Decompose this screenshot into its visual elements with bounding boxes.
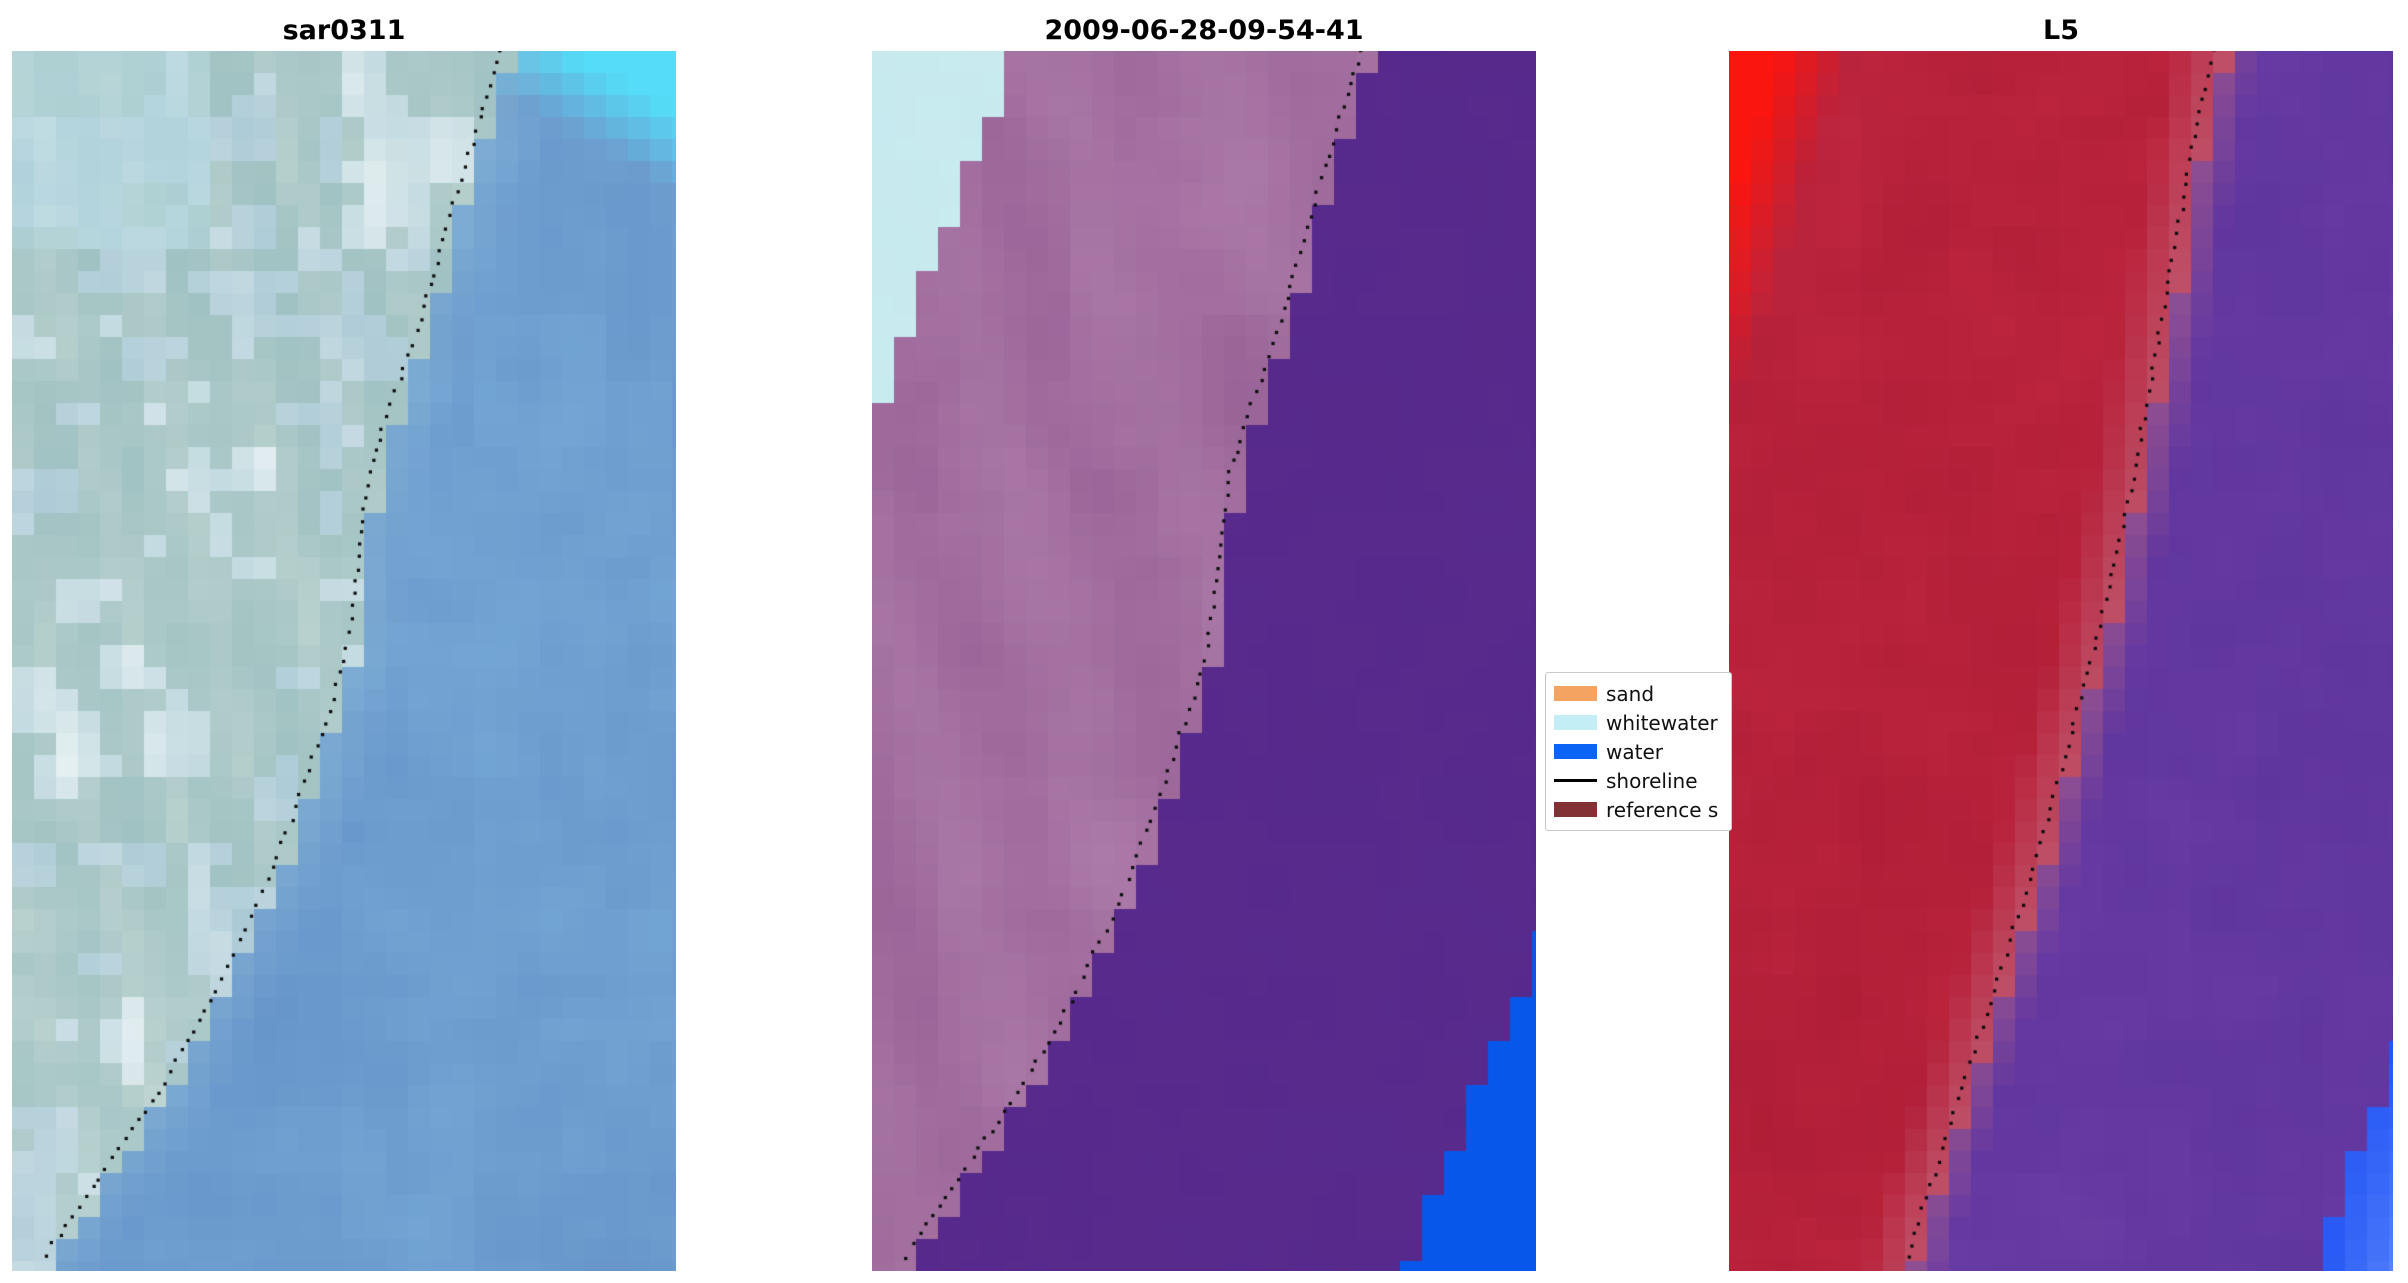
legend-swatch-sand: [1554, 686, 1597, 701]
panel-image-l5: [1729, 51, 2393, 1271]
legend-label-sand: sand: [1606, 681, 1655, 706]
legend-item-shoreline: shoreline: [1554, 766, 1723, 795]
panel-l5: L5: [1729, 10, 2393, 1271]
legend-swatch-reference-shoreline: [1554, 802, 1597, 817]
panel-title-sar0311: sar0311: [282, 15, 406, 46]
legend-label-whitewater: whitewater: [1606, 710, 1718, 735]
panel-title-l5: L5: [2043, 15, 2079, 46]
panel-image-sar0311: [12, 51, 676, 1271]
legend-label-water: water: [1606, 739, 1663, 764]
panel-image-classified: [872, 51, 1536, 1271]
legend-swatch-whitewater: [1554, 715, 1597, 730]
legend-swatch-water: [1554, 744, 1597, 759]
panel-title-classified: 2009-06-28-09-54-41: [1044, 15, 1364, 46]
legend-item-sand: sand: [1554, 679, 1723, 708]
legend-swatch-shoreline-line: [1554, 779, 1597, 782]
legend-item-reference-shoreline: reference s: [1554, 795, 1723, 824]
panel-sar0311: sar0311: [12, 10, 676, 1271]
legend-label-shoreline: shoreline: [1606, 768, 1698, 793]
legend-item-whitewater: whitewater: [1554, 708, 1723, 737]
panel-classified: 2009-06-28-09-54-41: [872, 10, 1536, 1271]
legend-item-water: water: [1554, 737, 1723, 766]
legend-label-reference-shoreline: reference s: [1606, 797, 1719, 822]
legend: sand whitewater water shoreline referenc…: [1545, 672, 1732, 831]
